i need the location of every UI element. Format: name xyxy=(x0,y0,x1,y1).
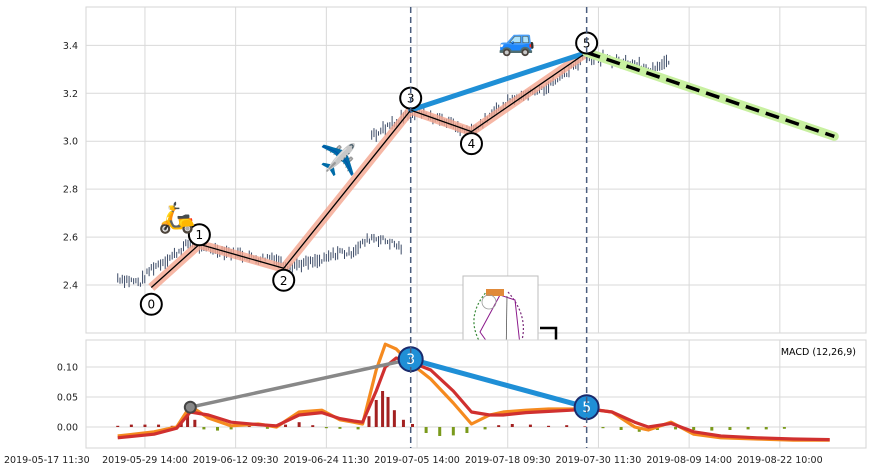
price-y-tick-label: 3.4 xyxy=(63,41,78,52)
macd-connector-blue xyxy=(410,356,588,410)
macd-y-tick-label: 0.05 xyxy=(57,393,78,404)
macd-legend: MACD (12,26,9) xyxy=(781,347,856,358)
macd-lines xyxy=(117,342,830,442)
macd-histogram-bar xyxy=(116,425,120,427)
wave-icons: 🛵 ✈️ 🚙 xyxy=(158,23,535,235)
macd-histogram-bar xyxy=(710,427,714,431)
wave-line xyxy=(150,51,588,288)
macd-histogram-bar xyxy=(386,397,390,427)
macd-histogram-bar xyxy=(465,427,469,433)
x-tick-label: 2019-08-22 10:00 xyxy=(737,455,823,466)
x-axis: 2019-05-17 11:30 2019-05-29 14:00 2019-06-… xyxy=(4,455,823,466)
macd-histogram-bar xyxy=(728,427,732,430)
wave-point-label: 4 xyxy=(468,137,476,151)
wave-point-circle xyxy=(272,268,296,292)
macd-histogram-bar xyxy=(583,426,587,427)
macd-histogram-bar xyxy=(601,427,605,429)
macd-histogram-bar xyxy=(547,425,551,427)
price-y-tick-label: 3.2 xyxy=(63,89,78,100)
macd-histogram-bar xyxy=(746,427,750,430)
macd-histogram-bar xyxy=(764,427,768,430)
projection-line xyxy=(586,50,835,139)
macd-series-signal xyxy=(117,356,830,442)
macd-y-tick-label: 0.00 xyxy=(57,423,78,434)
price-y-tick-label: 2.4 xyxy=(63,281,78,292)
macd-histogram-bar xyxy=(338,427,342,429)
macd-histogram-bar xyxy=(247,425,251,427)
macd-histogram-bar xyxy=(565,425,569,427)
x-tick-label: 2019-06-12 09:30 xyxy=(193,455,279,466)
wave-point-label: 5 xyxy=(583,36,591,50)
car-icon: 🚙 xyxy=(498,23,535,58)
x-tick-label: 2019-07-30 11:30 xyxy=(556,455,642,466)
wave-overlay: 012345 xyxy=(139,31,839,316)
macd-histogram-bar xyxy=(129,424,133,427)
macd-histogram-bar xyxy=(528,424,532,427)
macd-histogram-bar xyxy=(202,427,206,430)
price-y-tick-label: 2.6 xyxy=(63,233,78,244)
x-tick-label: 2019-08-09 14:00 xyxy=(646,455,732,466)
price-y-axis: 2.4 2.6 2.8 3.0 3.2 3.4 xyxy=(63,41,78,292)
macd-histogram-bar xyxy=(497,425,501,427)
macd-y-tick-label: 0.10 xyxy=(57,363,78,374)
macd-point-marker xyxy=(183,400,197,414)
price-y-tick-label: 2.8 xyxy=(63,185,78,196)
macd-histogram-bar xyxy=(401,419,405,427)
macd-histogram-bar xyxy=(483,427,487,430)
x-tick-label: 2019-05-29 14:00 xyxy=(102,455,188,466)
macd-histogram-bar xyxy=(692,427,696,430)
macd-histogram-bar xyxy=(297,422,301,427)
macd-histogram-bar xyxy=(619,427,623,430)
macd-histogram-bar xyxy=(157,424,161,427)
macd-panel-frame xyxy=(85,339,867,449)
macd-histogram-bar xyxy=(392,410,396,427)
wave-point-label: 0 xyxy=(147,298,155,312)
x-tick-label: 2019-06-24 11:30 xyxy=(284,455,370,466)
macd-histogram-bar xyxy=(186,415,190,427)
x-tick-label: 2019-05-17 11:30 xyxy=(4,455,90,466)
macd-histogram-bar xyxy=(411,424,415,427)
macd-histogram-bar xyxy=(193,419,197,427)
macd-histogram-bar xyxy=(229,427,233,430)
macd-histogram-bar xyxy=(324,427,328,429)
wave-point-label: 1 xyxy=(196,228,204,242)
macd-histogram-bar xyxy=(374,400,378,427)
wave-point-circle xyxy=(187,223,211,247)
macd-gridlines xyxy=(86,340,866,448)
scooter-icon: 🛵 xyxy=(158,201,195,236)
macd-histogram-bar xyxy=(311,425,315,427)
macd-histogram-bar xyxy=(265,427,269,429)
macd-histogram-bar xyxy=(367,416,371,427)
wave-vertical-lines xyxy=(409,7,588,448)
macd-histogram-bar xyxy=(356,427,360,430)
x-tick-label: 2019-07-18 09:30 xyxy=(465,455,551,466)
macd-histogram-bar xyxy=(284,424,288,427)
macd-y-axis: 0.00 0.05 0.10 xyxy=(57,363,78,434)
macd-histogram-bar xyxy=(510,424,514,427)
macd-panel: 0.000.050.10 35 MACD (12,26,9) xyxy=(57,339,867,449)
price-y-tick-label: 3.0 xyxy=(63,137,78,148)
macd-histogram-bar xyxy=(424,427,428,433)
macd-histogram-bar xyxy=(674,427,678,430)
macd-histogram-bar xyxy=(782,427,786,429)
macd-histogram-bar xyxy=(451,427,455,436)
wave-point-circle xyxy=(459,132,483,156)
airplane-icon: ✈️ xyxy=(319,141,356,178)
wave-point-label: 2 xyxy=(280,274,288,288)
wave-point-circle xyxy=(139,292,163,316)
x-tick-label: 2019-07-05 14:00 xyxy=(374,455,460,466)
wave-3-5-connector xyxy=(408,50,590,113)
macd-histogram-bar xyxy=(143,424,147,427)
macd-histogram-bar xyxy=(216,427,220,431)
macd-histogram-bar xyxy=(381,391,385,427)
macd-histogram-bar xyxy=(438,427,442,436)
macd-connector-gray xyxy=(189,357,412,409)
